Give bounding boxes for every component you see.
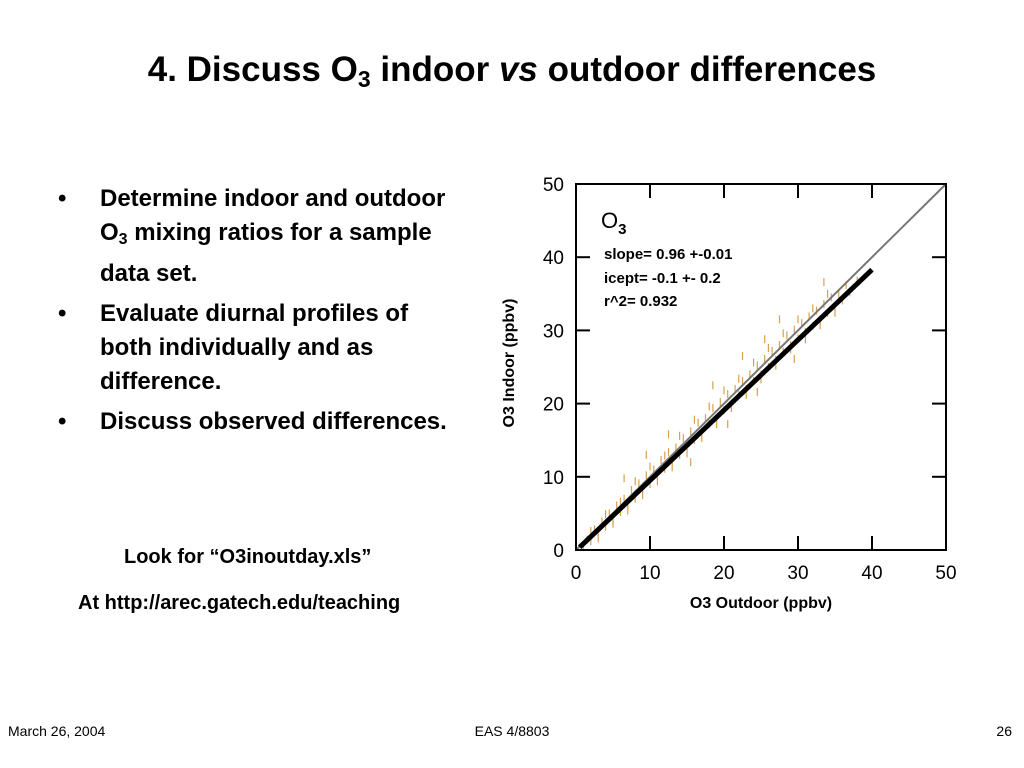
annotation-r2: r^2= 0.932 <box>604 293 677 310</box>
annotation-species: O3 <box>601 208 626 238</box>
plot-frame <box>575 183 947 551</box>
y-tick-label: 20 <box>543 395 564 416</box>
y-tick-label: 50 <box>543 175 564 196</box>
annotation-slope: slope= 0.96 +-0.01 <box>604 246 732 263</box>
x-tick-label: 40 <box>861 563 882 584</box>
x-tick-label: 20 <box>713 563 734 584</box>
bullet-icon: • <box>58 185 67 212</box>
annotation-icept: icept= -0.1 +- 0.2 <box>604 270 721 287</box>
url-note: At http://arec.gatech.edu/teaching <box>78 592 401 614</box>
scatter-chart: 0 10 20 30 40 50 0 10 20 30 40 50 O3 slope= 0.96 +-… <box>501 175 957 612</box>
y-tick-label: 10 <box>543 468 564 489</box>
footer-page-number: 26 <box>996 723 1012 739</box>
ticks-layer: 0 10 20 30 40 50 0 10 20 30 40 50 <box>543 175 957 584</box>
y-axis-label: O3 Indoor (ppbv) <box>501 299 518 428</box>
bullet-item: • Evaluate diurnal profiles of both indiv… <box>58 297 448 399</box>
footer-course: EAS 4/8803 <box>474 723 550 739</box>
y-tick-label: 0 <box>553 541 564 562</box>
bullet-icon: • <box>58 408 67 435</box>
bullet-item: • Determine indoor and outdoor O3 mixing … <box>58 182 448 291</box>
x-tick-label: 10 <box>639 563 660 584</box>
footer-date: March 26, 2004 <box>8 723 106 739</box>
slide-title: 4. Discuss O3 indoor vs outdoor differen… <box>147 50 877 92</box>
bullet-list: • Determine indoor and outdoor O3 mixing … <box>58 182 448 445</box>
bullet-icon: • <box>58 300 67 327</box>
x-tick-label: 50 <box>935 563 956 584</box>
x-tick-label: 30 <box>787 563 808 584</box>
y-tick-label: 40 <box>543 248 564 269</box>
bullet-item: • Discuss observed differences. <box>58 405 448 439</box>
fit-line <box>577 267 874 550</box>
y-tick-label: 30 <box>543 321 564 342</box>
x-tick-label: 0 <box>571 563 582 584</box>
x-axis-label: O3 Outdoor (ppbv) <box>690 595 832 612</box>
data-file-note: Look for “O3inoutday.xls” <box>124 546 372 568</box>
